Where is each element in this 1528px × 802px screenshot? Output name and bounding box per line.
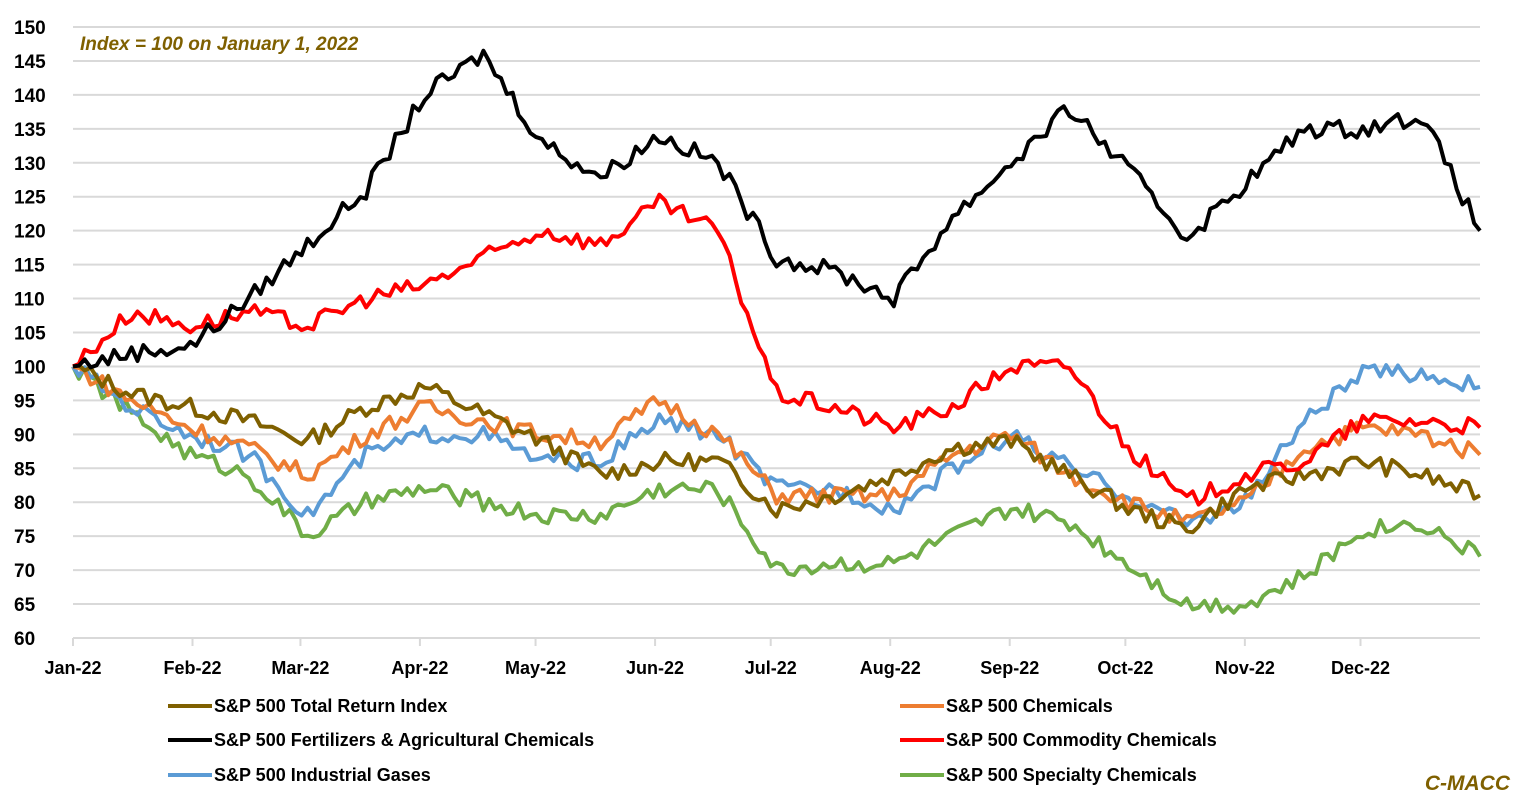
y-tick-label: 105 bbox=[14, 324, 46, 345]
y-tick-label: 145 bbox=[14, 52, 46, 73]
legend-item: S&P 500 Specialty Chemicals bbox=[900, 765, 1197, 785]
y-tick-label: 115 bbox=[14, 256, 45, 277]
y-tick-label: 140 bbox=[14, 86, 46, 107]
y-tick-label: 150 bbox=[14, 18, 46, 39]
legend-label: S&P 500 Fertilizers & Agricultural Chemi… bbox=[214, 730, 594, 750]
y-axis: 60 65 70 75 80 85 90 95 100 105 110 115 120 125 130 135… bbox=[14, 18, 46, 650]
x-tick-label: Mar-22 bbox=[271, 658, 329, 678]
series-line-s-p-500-commodity-chemicals bbox=[72, 192, 1482, 507]
y-tick-label: 100 bbox=[14, 357, 46, 378]
series-line-s-p-500-total-return-index bbox=[72, 363, 1481, 535]
x-axis: Jan-22 Feb-22 Mar-22 Apr-22 May-22 Jun-22 Jul-… bbox=[44, 638, 1390, 678]
series-line-s-p-500-specialty-chemicals bbox=[71, 365, 1482, 615]
x-tick-label: Oct-22 bbox=[1097, 658, 1153, 678]
y-tick-label: 130 bbox=[14, 154, 46, 175]
legend: S&P 500 Total Return Index S&P 500 Chemic… bbox=[168, 696, 1217, 785]
legend-item: S&P 500 Commodity Chemicals bbox=[900, 730, 1217, 750]
legend-label: S&P 500 Industrial Gases bbox=[214, 765, 431, 785]
legend-label: S&P 500 Commodity Chemicals bbox=[946, 730, 1217, 750]
y-tick-label: 110 bbox=[14, 290, 45, 311]
y-tick-label: 75 bbox=[14, 527, 36, 548]
x-tick-label: Feb-22 bbox=[163, 658, 221, 678]
y-tick-label: 95 bbox=[14, 391, 36, 412]
x-tick-label: May-22 bbox=[505, 658, 566, 678]
legend-item: S&P 500 Chemicals bbox=[900, 696, 1113, 716]
gridlines bbox=[73, 26, 1480, 639]
y-tick-label: 120 bbox=[14, 222, 46, 243]
series-lines bbox=[71, 48, 1482, 615]
y-tick-label: 80 bbox=[14, 493, 35, 514]
index-annotation: Index = 100 on January 1, 2022 bbox=[80, 34, 359, 55]
x-tick-label: Dec-22 bbox=[1331, 658, 1390, 678]
legend-item: S&P 500 Industrial Gases bbox=[168, 765, 431, 785]
x-tick-label: Sep-22 bbox=[980, 658, 1039, 678]
y-tick-label: 60 bbox=[14, 629, 35, 650]
y-tick-label: 70 bbox=[14, 561, 35, 582]
y-tick-label: 85 bbox=[14, 459, 36, 480]
x-tick-label: Jun-22 bbox=[626, 658, 684, 678]
legend-item: S&P 500 Fertilizers & Agricultural Chemi… bbox=[168, 730, 594, 750]
y-tick-label: 135 bbox=[14, 120, 46, 141]
legend-item: S&P 500 Total Return Index bbox=[168, 696, 447, 716]
y-tick-label: 65 bbox=[14, 595, 36, 616]
x-tick-label: Jan-22 bbox=[44, 658, 101, 678]
legend-label: S&P 500 Chemicals bbox=[946, 696, 1113, 716]
legend-label: S&P 500 Total Return Index bbox=[214, 696, 447, 716]
x-tick-label: Apr-22 bbox=[391, 658, 448, 678]
series-line-s-p-500-fertilizers-agricultural-chemicals bbox=[72, 48, 1482, 370]
x-tick-label: Aug-22 bbox=[860, 658, 921, 678]
legend-label: S&P 500 Specialty Chemicals bbox=[946, 765, 1197, 785]
y-tick-label: 125 bbox=[14, 188, 46, 209]
x-tick-label: Nov-22 bbox=[1215, 658, 1275, 678]
series-line-s-p-500-chemicals bbox=[72, 364, 1482, 525]
series-line-s-p-500-industrial-gases bbox=[71, 363, 1481, 528]
source-brand-label: C-MACC bbox=[1425, 772, 1511, 795]
y-tick-label: 90 bbox=[14, 425, 35, 446]
x-tick-label: Jul-22 bbox=[745, 658, 797, 678]
